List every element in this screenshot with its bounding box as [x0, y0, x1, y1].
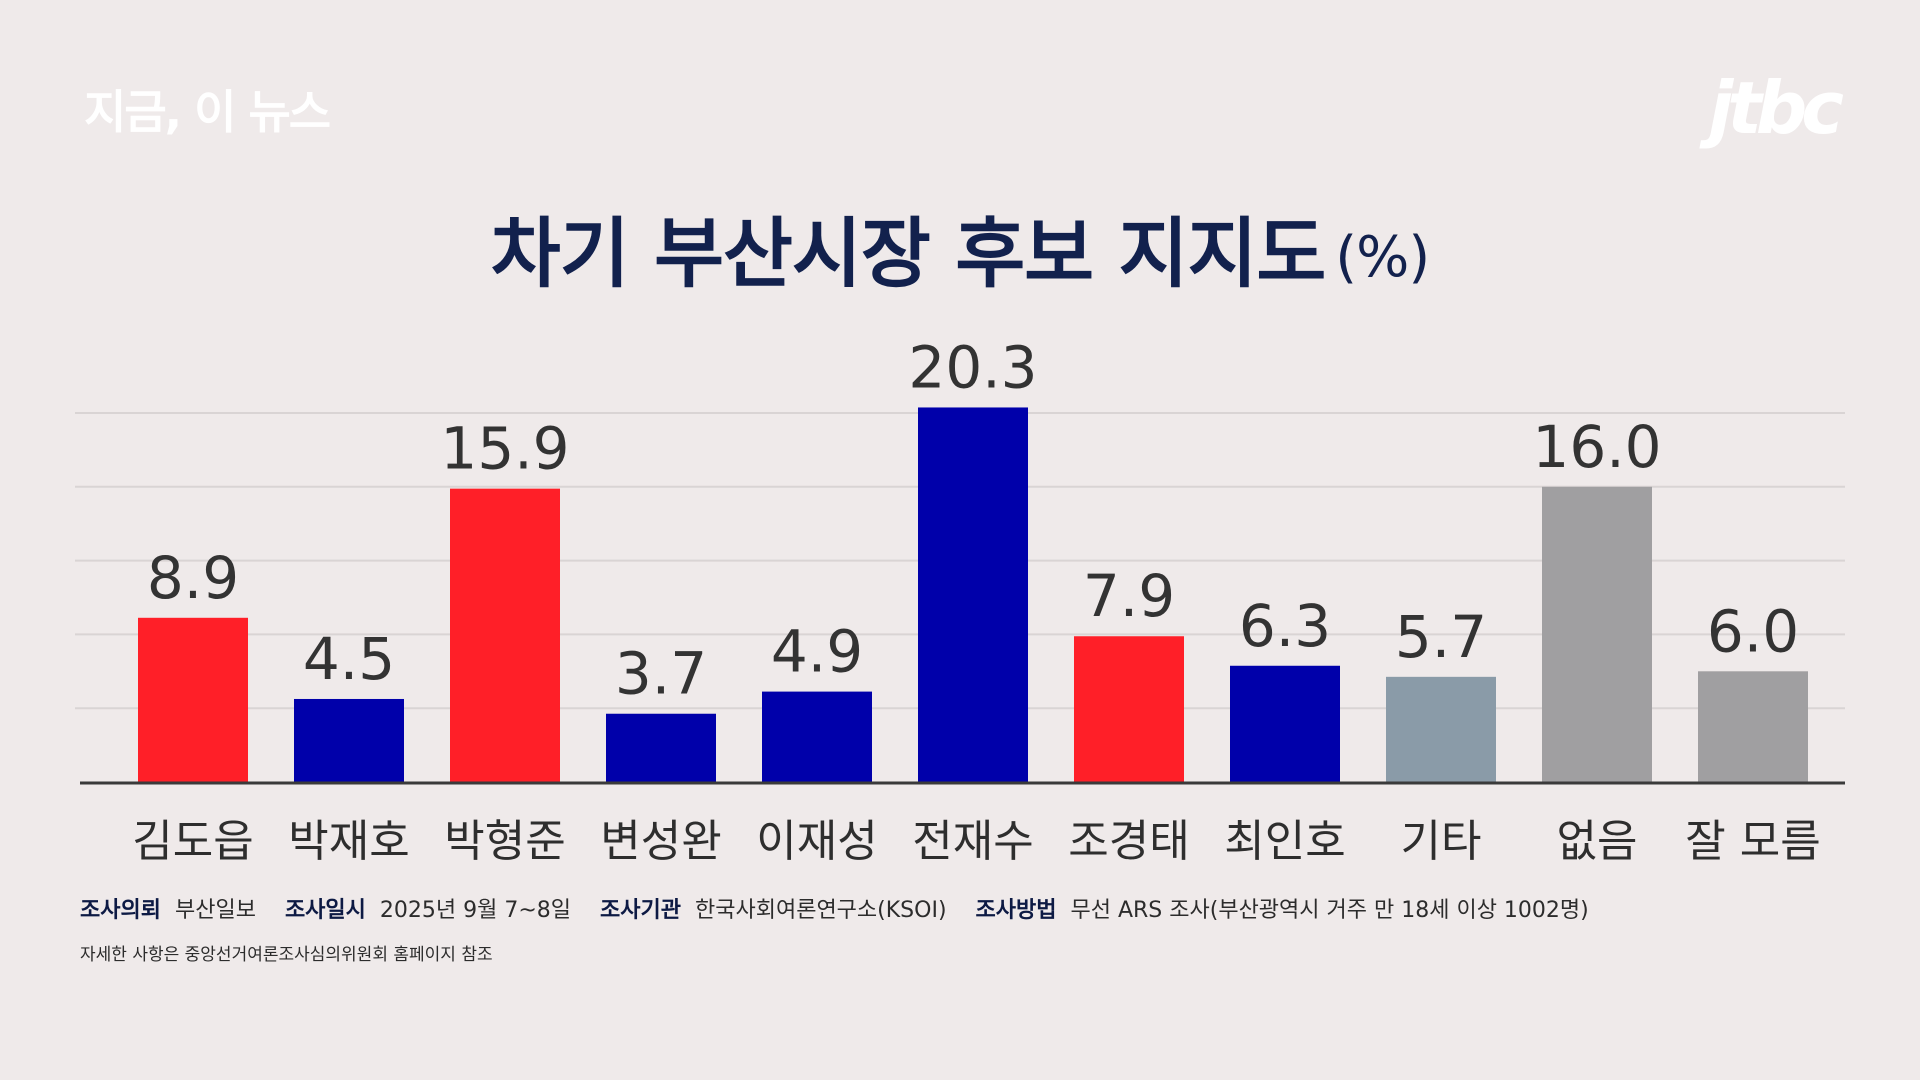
- survey-info-key-0: 조사의뢰: [80, 898, 161, 923]
- survey-info-value-3: 무선 ARS 조사(부산광역시 거주 만 18세 이상 1002명): [1070, 898, 1589, 923]
- survey-note: 자세한 사항은 중앙선거여론조사심의위원회 홈페이지 참조: [80, 945, 493, 965]
- chart-title: 차기 부산시장 후보 지지도 (%): [0, 192, 1920, 302]
- value-label-7: 6.3: [1239, 592, 1331, 660]
- value-label-3: 3.7: [615, 640, 707, 708]
- value-label-9: 16.0: [1532, 413, 1661, 481]
- broadcaster-logo: jtbc: [1708, 66, 1844, 150]
- bar-2: [450, 488, 560, 782]
- category-label-6: 조경태: [1068, 816, 1189, 867]
- chart-title-unit: (%): [1335, 225, 1430, 290]
- value-label-8: 5.7: [1395, 603, 1487, 671]
- category-label-10: 잘 모름: [1685, 816, 1820, 867]
- value-label-1: 4.5: [303, 625, 395, 693]
- survey-info-value-0: 부산일보: [174, 898, 256, 923]
- value-label-6: 7.9: [1083, 562, 1175, 630]
- value-label-4: 4.9: [771, 618, 863, 686]
- survey-info-key-1: 조사일시: [284, 898, 366, 923]
- category-label-9: 없음: [1557, 816, 1638, 867]
- program-logo: 지금, 이 뉴스: [84, 85, 331, 139]
- value-label-0: 8.9: [147, 544, 239, 612]
- value-label-10: 6.0: [1707, 597, 1799, 665]
- category-label-4: 이재성: [756, 816, 877, 867]
- bar-9: [1542, 486, 1652, 782]
- survey-info-key-3: 조사방법: [975, 898, 1057, 923]
- bar-6: [1074, 636, 1184, 782]
- chart-title-text: 차기 부산시장 후보 지지도: [490, 209, 1326, 298]
- survey-info-value-2: 한국사회여론연구소(KSOI): [695, 898, 947, 923]
- value-label-2: 15.9: [440, 415, 569, 483]
- bar-0: [138, 617, 248, 782]
- survey-info-key-2: 조사기관: [600, 898, 681, 923]
- category-label-1: 박재호: [288, 816, 409, 867]
- category-label-2: 박형준: [444, 816, 565, 867]
- category-label-7: 최인호: [1224, 816, 1345, 867]
- bar-5: [918, 407, 1028, 782]
- category-label-0: 김도읍: [132, 816, 253, 867]
- bar-8: [1386, 676, 1496, 782]
- bar-3: [606, 713, 716, 782]
- bar-1: [294, 698, 404, 782]
- bar-7: [1230, 665, 1340, 782]
- value-label-5: 20.3: [908, 333, 1037, 401]
- category-label-3: 변성완: [600, 816, 721, 867]
- category-label-8: 기타: [1401, 816, 1482, 867]
- category-label-5: 전재수: [912, 816, 1033, 867]
- bar-10: [1698, 671, 1808, 782]
- survey-info: 조사의뢰 부산일보 조사일시 2025년 9월 7~8일 조사기관 한국사회여론연구소…: [80, 892, 1611, 924]
- survey-info-value-1: 2025년 9월 7~8일: [379, 898, 572, 923]
- bar-4: [762, 691, 872, 782]
